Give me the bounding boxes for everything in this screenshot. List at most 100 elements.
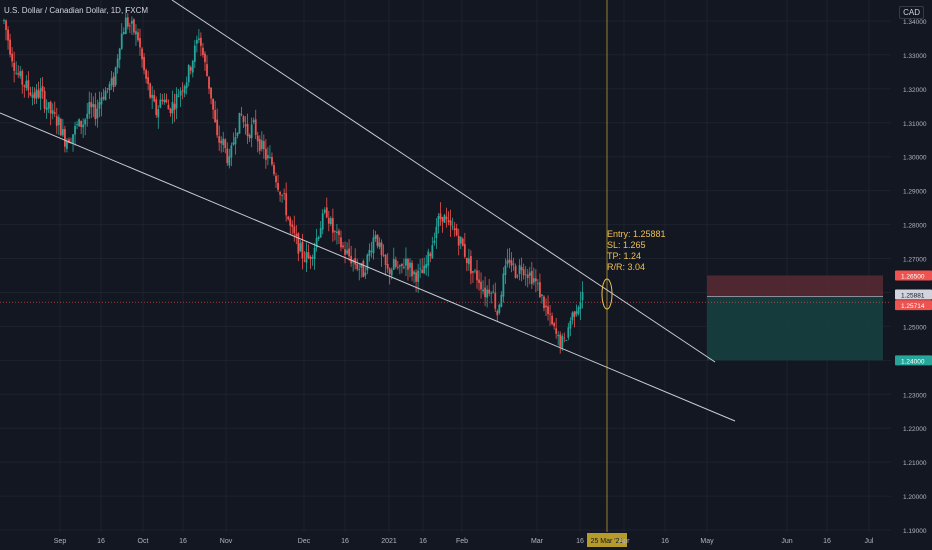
candle-body (476, 270, 478, 281)
candle-body (551, 315, 553, 325)
candle-body (114, 67, 117, 85)
candle-body (76, 124, 78, 125)
candle-body (474, 270, 476, 272)
candle-body (179, 90, 182, 96)
candle-body (256, 135, 259, 142)
candle-body (262, 141, 265, 150)
candle-body (520, 266, 523, 271)
candle-body (378, 242, 381, 248)
trade-annotation: Entry: 1.25881 SL: 1.265 TP: 1.24 R/R: 3… (607, 229, 666, 273)
candle-body (569, 320, 572, 329)
candle-body (451, 226, 454, 228)
candle-body (118, 48, 121, 60)
candle-body (500, 294, 503, 307)
candle-body (536, 283, 539, 285)
candle-body (228, 156, 231, 166)
x-axis-tick-label: Mar (531, 538, 544, 545)
candle-body (415, 272, 417, 282)
candle-body (141, 48, 143, 60)
candle-body (541, 294, 543, 296)
candle-body (295, 233, 298, 236)
candle-body (222, 138, 225, 146)
x-axis-tick-label: 16 (576, 538, 584, 545)
y-axis-tick-label: 1.21000 (903, 460, 927, 467)
candle-body (431, 245, 434, 259)
candle-body (439, 213, 442, 219)
candle-body (358, 268, 361, 270)
candle-body (461, 238, 464, 246)
candle-body (496, 311, 499, 316)
candle-body (3, 20, 5, 22)
candle-body (360, 263, 363, 268)
candle-body (577, 307, 580, 314)
candle-body (130, 20, 133, 24)
take-profit-zone (707, 296, 883, 361)
candle-body (218, 136, 221, 143)
candle-body (311, 257, 314, 259)
candle-body (557, 334, 560, 337)
candle-body (555, 328, 558, 334)
candle-body (279, 192, 281, 195)
crosshair-date-label: 25 Mar '21 (591, 538, 624, 545)
candle-body (41, 86, 44, 92)
candle-body (321, 213, 324, 230)
candle-body (396, 267, 399, 268)
candle-body (277, 182, 279, 190)
price-tag-label: 1.25714 (901, 303, 925, 310)
candle-body (177, 96, 180, 98)
candle-body (508, 259, 511, 263)
candle-body (380, 242, 383, 256)
x-axis-tick-label: 2021 (381, 538, 397, 545)
x-axis-tick-label: 16 (419, 538, 427, 545)
candle-body (202, 47, 204, 55)
candle-body (405, 258, 407, 266)
candle-body (264, 148, 267, 160)
x-axis-tick-label: 16 (823, 538, 831, 545)
candle-body (388, 268, 391, 275)
candle-body (200, 37, 202, 46)
candle-body (86, 113, 89, 119)
candle-body (561, 335, 564, 348)
candle-body (181, 90, 184, 92)
candle-body (210, 87, 212, 99)
candle-body (344, 249, 346, 255)
candle-body (463, 244, 466, 257)
candle-body (21, 71, 24, 85)
y-axis-tick-label: 1.33000 (903, 53, 927, 60)
candle-body (9, 39, 11, 55)
candle-body (494, 292, 497, 309)
candle-body (74, 125, 76, 135)
candle-body (216, 119, 219, 136)
candle-body (319, 228, 322, 238)
candle-body (553, 323, 556, 327)
candle-body (457, 235, 460, 246)
candle-body (84, 119, 87, 125)
candle-body (171, 102, 174, 114)
candle-body (565, 340, 568, 341)
candle-body (441, 217, 444, 222)
candle-body (267, 155, 269, 159)
candle-body (169, 108, 172, 114)
candle-body (289, 218, 292, 226)
candle-body (238, 112, 241, 134)
candle-body (392, 259, 395, 270)
candle-body (340, 237, 342, 248)
candle-body (232, 142, 235, 145)
candle-body (297, 233, 300, 254)
candle-body (382, 255, 385, 257)
candle-body (512, 263, 515, 265)
candle-body (17, 73, 20, 75)
currency-badge[interactable]: CAD (899, 6, 924, 19)
candle-body (425, 264, 428, 269)
candle-body (480, 281, 482, 290)
candle-body (502, 273, 505, 297)
candle-body (13, 62, 16, 71)
candle-body (31, 94, 34, 98)
candle-body (254, 119, 257, 135)
candle-body (579, 302, 582, 309)
x-axis-tick-label: 16 (341, 538, 349, 545)
candle-body (356, 263, 359, 270)
candle-body (281, 195, 284, 196)
candle-body (66, 140, 68, 149)
